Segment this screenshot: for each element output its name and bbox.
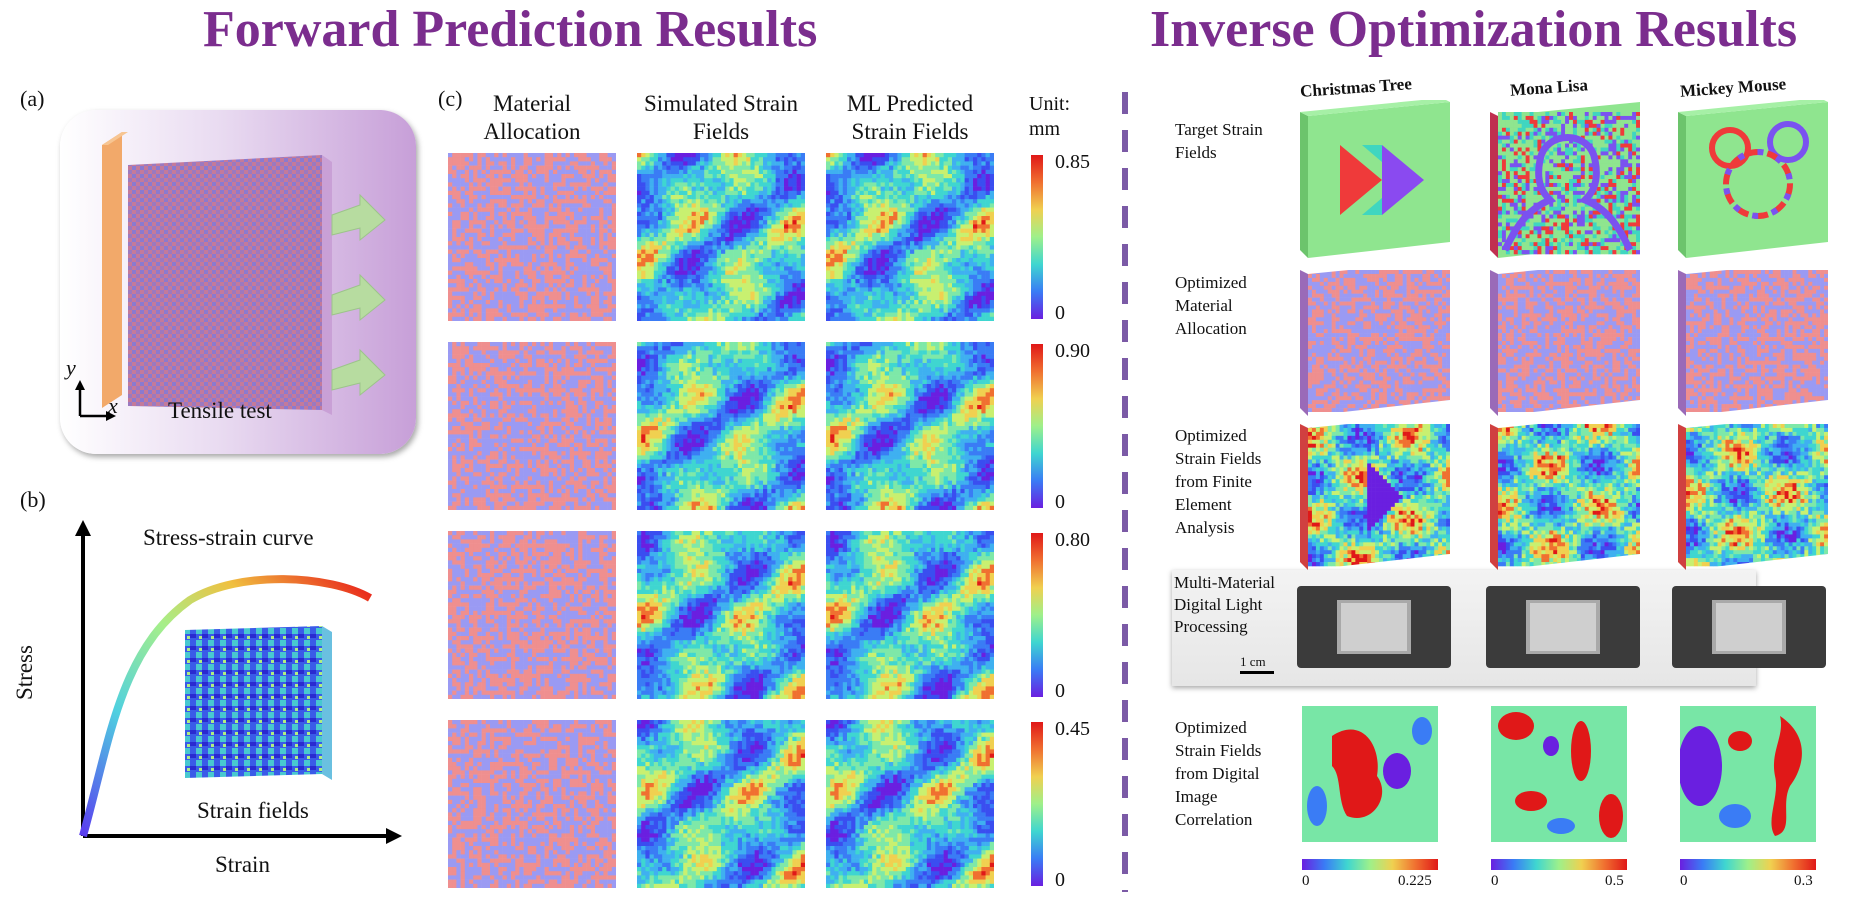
xaxis-label: Strain <box>215 852 270 878</box>
colorbar-max: 0.85 <box>1055 151 1090 174</box>
row-fea-label: Optimized Strain Fields from Finite Elem… <box>1175 424 1285 539</box>
axis-x-label: x <box>108 393 118 419</box>
dic-mona-lisa <box>1491 706 1627 842</box>
material-map <box>448 720 616 888</box>
simulated-strain-map <box>637 720 805 888</box>
fea-mona-lisa <box>1490 412 1640 572</box>
dic-mickey-mouse <box>1680 706 1816 842</box>
row-material-label: Optimized Material Allocation <box>1175 271 1285 340</box>
target-mickey-mouse <box>1678 100 1828 258</box>
colorbar-min: 0 <box>1055 302 1065 325</box>
panel-a-label: (a) <box>20 86 44 112</box>
row-target-label: Target Strain Fields <box>1175 118 1285 164</box>
simulated-strain-map <box>637 531 805 699</box>
axis-y-label: y <box>66 355 76 381</box>
colorbar-min: 0 <box>1055 491 1065 514</box>
colorbar-max: 0.90 <box>1055 340 1090 363</box>
col-simulated-header: Simulated Strain Fields <box>637 90 805 146</box>
ml-strain-map <box>826 342 994 510</box>
material-christmas-tree <box>1300 258 1450 418</box>
tensile-test-illustration <box>102 132 386 415</box>
ml-strain-map <box>826 531 994 699</box>
col-christmas-tree: Christmas Tree <box>1299 74 1412 102</box>
material-map <box>448 531 616 699</box>
panel-c-label: (c) <box>438 86 462 112</box>
curve-label: Stress-strain curve <box>143 525 314 551</box>
dic-colorbar-max: 0.225 <box>1398 873 1432 890</box>
dic-colorbar <box>1491 859 1627 870</box>
scalebar <box>1240 671 1274 674</box>
panel-b-label: (b) <box>20 487 46 513</box>
tensile-test-caption: Tensile test <box>168 398 272 424</box>
simulated-strain-map <box>637 342 805 510</box>
forward-results-title: Forward Prediction Results <box>203 0 817 60</box>
col-material-header: Material Allocation <box>448 90 616 146</box>
dlp-photo-band: Multi-Material Digital Light Processing … <box>1172 570 1826 686</box>
inverse-results-title: Inverse Optimization Results <box>1150 0 1797 60</box>
scalebar-label: 1 cm <box>1240 654 1266 670</box>
yaxis-label: Stress <box>12 645 38 700</box>
printed-specimen <box>1297 586 1451 668</box>
printed-specimen <box>1672 586 1826 668</box>
material-mickey-mouse <box>1678 258 1828 418</box>
col-mickey-mouse: Mickey Mouse <box>1679 74 1786 101</box>
dic-colorbar <box>1680 859 1816 870</box>
fea-mickey-mouse <box>1678 412 1828 572</box>
colorbar-min: 0 <box>1055 680 1065 703</box>
dic-colorbar-min: 0 <box>1491 873 1499 890</box>
material-map <box>448 342 616 510</box>
dic-colorbar-max: 0.3 <box>1794 873 1813 890</box>
ml-strain-map <box>826 720 994 888</box>
col-mona-lisa: Mona Lisa <box>1509 75 1588 100</box>
stress-strain-plot <box>75 520 402 844</box>
dic-colorbar-min: 0 <box>1302 873 1310 890</box>
simulated-strain-map <box>637 153 805 321</box>
dic-colorbar-min: 0 <box>1680 873 1688 890</box>
colorbar-min: 0 <box>1055 869 1065 892</box>
colorbar <box>1031 533 1043 697</box>
dic-colorbar-max: 0.5 <box>1605 873 1624 890</box>
colorbar <box>1031 722 1043 886</box>
colorbar <box>1031 155 1043 319</box>
unit-label: Unit: mm <box>1029 92 1079 142</box>
material-mona-lisa <box>1490 258 1640 418</box>
printed-specimen <box>1486 586 1640 668</box>
dashed-divider <box>1122 92 1128 892</box>
colorbar-max: 0.80 <box>1055 529 1090 552</box>
dic-colorbar <box>1302 859 1438 870</box>
colorbar <box>1031 344 1043 508</box>
target-christmas-tree <box>1300 100 1450 258</box>
material-map <box>448 153 616 321</box>
row-dlp-label: Multi-Material Digital Light Processing <box>1174 572 1298 638</box>
target-mona-lisa <box>1490 102 1640 258</box>
coordinate-axes-icon <box>75 380 116 421</box>
col-ml-header: ML Predicted Strain Fields <box>826 90 994 146</box>
strain-fields-label: Strain fields <box>197 798 309 824</box>
colorbar-max: 0.45 <box>1055 718 1090 741</box>
row-dic-label: Optimized Strain Fields from Digital Ima… <box>1175 716 1285 831</box>
fea-christmas-tree <box>1300 412 1450 572</box>
dic-christmas-tree <box>1302 706 1438 842</box>
ml-strain-map <box>826 153 994 321</box>
